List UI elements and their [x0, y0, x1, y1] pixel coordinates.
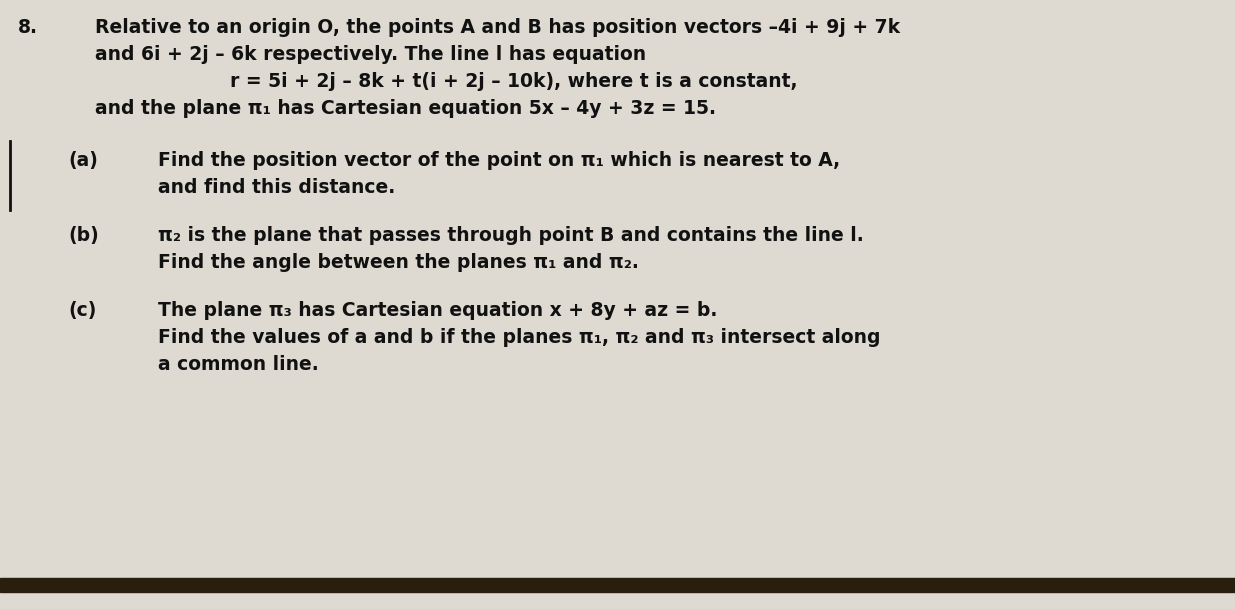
- Text: a common line.: a common line.: [158, 355, 319, 374]
- Text: r = 5i + 2j – 8k + t(i + 2j – 10k), where t is a constant,: r = 5i + 2j – 8k + t(i + 2j – 10k), wher…: [230, 72, 798, 91]
- Text: and the plane π₁ has Cartesian equation 5x – 4y + 3z = 15.: and the plane π₁ has Cartesian equation …: [95, 99, 716, 118]
- Text: (b): (b): [68, 226, 99, 245]
- Text: 8.: 8.: [19, 18, 38, 37]
- Text: (c): (c): [68, 301, 96, 320]
- Text: The plane π₃ has Cartesian equation x + 8y + az = b.: The plane π₃ has Cartesian equation x + …: [158, 301, 718, 320]
- Text: (a): (a): [68, 151, 98, 170]
- Bar: [0, 578, 1235, 592]
- Text: Find the values of a and b if the planes π₁, π₂ and π₃ intersect along: Find the values of a and b if the planes…: [158, 328, 881, 347]
- Text: and find this distance.: and find this distance.: [158, 178, 395, 197]
- Text: Relative to an origin O, the points A and B has position vectors –4i + 9j + 7k: Relative to an origin O, the points A an…: [95, 18, 900, 37]
- Text: Find the position vector of the point on π₁ which is nearest to A,: Find the position vector of the point on…: [158, 151, 840, 170]
- Text: Find the angle between the planes π₁ and π₂.: Find the angle between the planes π₁ and…: [158, 253, 638, 272]
- Text: π₂ is the plane that passes through point B and contains the line l.: π₂ is the plane that passes through poin…: [158, 226, 863, 245]
- Text: and 6i + 2j – 6k respectively. The line l has equation: and 6i + 2j – 6k respectively. The line …: [95, 45, 646, 64]
